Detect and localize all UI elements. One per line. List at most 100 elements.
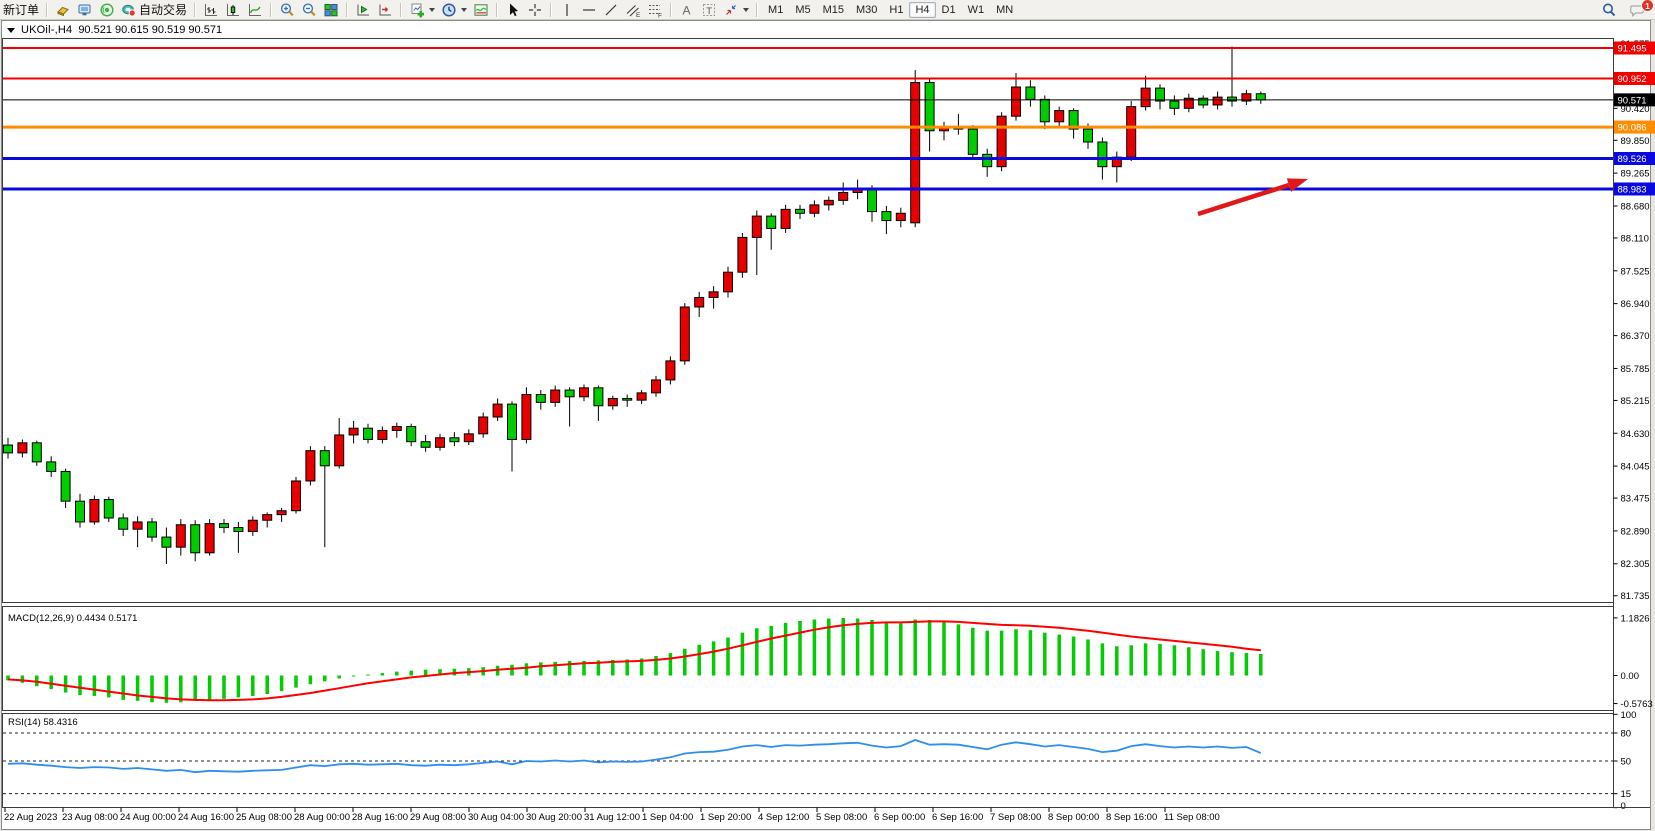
time-axis-label: 24 Aug 00:00 xyxy=(120,812,176,823)
search-button[interactable] xyxy=(1598,1,1620,18)
crosshair-icon xyxy=(527,2,543,18)
tab-timeframe-m30[interactable]: M30 xyxy=(856,3,878,16)
arrow-annotation[interactable] xyxy=(1197,178,1308,217)
tline-icon xyxy=(603,2,619,18)
candle xyxy=(420,434,431,452)
macd-axis-label: -0.5763 xyxy=(1621,699,1653,710)
price-axis-tick-label: 84.045 xyxy=(1621,462,1650,473)
toolbar-separator xyxy=(670,2,673,17)
horizontal-level-lines[interactable] xyxy=(2,47,1614,191)
candle xyxy=(924,78,935,152)
tab-timeframe-mn[interactable]: MN xyxy=(996,3,1014,16)
tab-timeframe-m15[interactable]: M15 xyxy=(822,3,844,16)
candle xyxy=(291,477,301,514)
tab-timeframe-m5[interactable]: M5 xyxy=(795,3,811,16)
candle xyxy=(233,521,244,553)
line-chart-type-button[interactable] xyxy=(244,1,266,18)
tab-timeframe-w1[interactable]: W1 xyxy=(967,3,985,16)
price-axis-tick-label: 89.850 xyxy=(1621,136,1650,147)
auto-scroll-button[interactable] xyxy=(374,1,396,18)
candle xyxy=(132,516,143,548)
toolbar-buttons: 新订单 自动交易 E F A T M1 M5 M15 M30 H1 H4 D1 W1 MN xyxy=(0,1,1019,18)
price-axis[interactable]: 91.57590.42089.85089.26588.68088.11087.5… xyxy=(1613,38,1655,808)
label-button[interactable]: T xyxy=(698,1,720,18)
svg-text:91.495: 91.495 xyxy=(1618,44,1647,55)
candle xyxy=(478,412,489,438)
text-a-icon: A xyxy=(679,2,695,18)
macd-axis-label: 0.00 xyxy=(1621,671,1640,682)
tab-timeframe-d1[interactable]: D1 xyxy=(941,3,956,16)
tab-timeframe-m1[interactable]: M1 xyxy=(768,3,784,16)
crosshair-button[interactable] xyxy=(524,1,546,18)
candles-series xyxy=(3,46,1266,565)
zoom-out-button[interactable] xyxy=(298,1,320,18)
cursor-button[interactable] xyxy=(502,1,524,18)
candle xyxy=(147,518,157,542)
time-axis-label: 6 Sep 16:00 xyxy=(932,812,983,823)
price-axis-tick-label: 85.785 xyxy=(1621,364,1650,375)
tile-windows-icon xyxy=(323,2,339,18)
candle xyxy=(1169,95,1180,116)
new-chart-button[interactable] xyxy=(406,1,438,18)
price-axis-tick-label: 88.680 xyxy=(1621,201,1650,212)
candle xyxy=(1011,72,1021,121)
vertical-line-button[interactable] xyxy=(556,1,578,18)
price-axis-tick-label: 81.735 xyxy=(1621,591,1650,602)
tab-timeframe-h1[interactable]: H1 xyxy=(889,3,904,16)
candle xyxy=(60,468,71,508)
text-button[interactable]: A xyxy=(676,1,698,18)
templates-button[interactable] xyxy=(470,1,492,18)
candle xyxy=(579,384,589,402)
chart-window-button[interactable] xyxy=(52,1,74,18)
periodicity-button[interactable] xyxy=(438,1,470,18)
channel-button[interactable]: E xyxy=(622,1,644,18)
candle xyxy=(161,527,172,565)
candle xyxy=(636,390,647,405)
notifications-button[interactable]: 1 xyxy=(1626,0,1654,18)
time-axis[interactable]: 22 Aug 2023 23 Aug 08:00 24 Aug 00:00 24 Au… xyxy=(2,807,1651,824)
zoom-out-icon xyxy=(301,2,317,18)
candle xyxy=(564,387,575,427)
chart-shift-button[interactable] xyxy=(352,1,374,18)
window-yellow-icon xyxy=(55,2,71,18)
bars-chart-icon xyxy=(203,2,219,18)
toolbar-separator xyxy=(756,2,759,17)
candle xyxy=(751,210,762,276)
rsi-axis-label: 0 xyxy=(1621,801,1626,812)
candle xyxy=(3,437,13,459)
candle xyxy=(46,456,57,478)
candle xyxy=(1140,75,1151,111)
tab-timeframe-h4[interactable]: H4 xyxy=(909,1,936,18)
chart-plot-area[interactable] xyxy=(3,39,1614,603)
template-icon xyxy=(473,2,489,18)
main-toolbar: 新订单 自动交易 E F A T M1 M5 M15 M30 H1 H4 D1 W1 MN 1 xyxy=(0,0,1655,20)
price-axis-tick-label: 86.940 xyxy=(1621,299,1650,310)
tile-windows-button[interactable] xyxy=(320,1,342,18)
trendline-button[interactable] xyxy=(600,1,622,18)
candle xyxy=(622,394,633,407)
fibonacci-button[interactable]: F xyxy=(644,1,666,18)
candle xyxy=(766,213,777,250)
signal-button[interactable] xyxy=(96,1,118,18)
autotrading-button[interactable]: 自动交易 xyxy=(118,1,190,18)
time-axis-label: 8 Sep 00:00 xyxy=(1048,812,1099,823)
candle xyxy=(593,385,604,421)
bar-chart-type-button[interactable] xyxy=(200,1,222,18)
toolbar-separator xyxy=(270,2,273,17)
search-icon xyxy=(1603,3,1616,16)
hline-icon xyxy=(581,2,597,18)
zoom-in-button[interactable] xyxy=(276,1,298,18)
candle xyxy=(1198,95,1209,109)
horizontal-line-button[interactable] xyxy=(578,1,600,18)
candle xyxy=(795,204,805,219)
line-chart-icon xyxy=(247,2,263,18)
market-watch-button[interactable] xyxy=(74,1,96,18)
time-axis-label: 24 Aug 16:00 xyxy=(178,812,234,823)
candle xyxy=(910,70,921,228)
candle xyxy=(17,439,28,458)
new-order-button[interactable]: 新订单 xyxy=(0,1,42,18)
candle-chart-type-button[interactable] xyxy=(222,1,244,18)
arrows-button[interactable] xyxy=(720,1,752,18)
